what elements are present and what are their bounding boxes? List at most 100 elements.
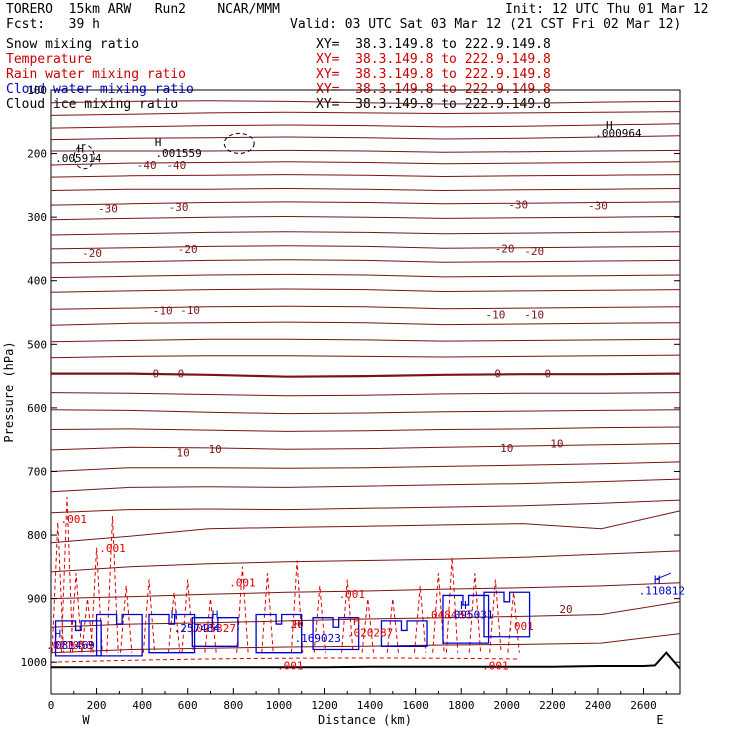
temperature-isotherm [50, 215, 681, 221]
cloud-water-contour [380, 620, 428, 647]
rain-contour [50, 657, 519, 663]
cloud-water-max-marker: H [460, 599, 467, 612]
rain-label: .001 [482, 659, 509, 672]
cloud-water-contour [95, 613, 143, 657]
x-tick-label: 1800 [448, 699, 475, 712]
temperature-label: -40 [137, 159, 157, 172]
y-axis-label: Pressure (hPa) [2, 341, 16, 442]
temperature-isotherm [50, 135, 681, 141]
snow-max-marker: H [155, 136, 162, 149]
cloud-water-contour [148, 613, 196, 654]
snow-label: .005914 [55, 152, 102, 165]
y-tick-label: 500 [27, 338, 47, 351]
temperature-isotherm [50, 273, 681, 279]
rain-label: .048400 [424, 609, 470, 622]
temperature-isotherm [50, 461, 681, 472]
legend-item-xy: XY= 38.3.149.8 to 222.9.149.8 [316, 67, 551, 82]
cloud-water-max-marker: H [55, 628, 62, 641]
x-tick-label: 800 [223, 699, 243, 712]
temperature-isotherm [50, 100, 681, 105]
temperature-label: 0 [153, 368, 160, 381]
y-tick-label: 700 [27, 465, 47, 478]
x-tick-label: 2200 [539, 699, 566, 712]
snow-contour [73, 144, 95, 170]
legend-item-xy: XY= 38.3.149.8 to 222.9.149.8 [316, 37, 551, 52]
temperature-isotherm [50, 601, 681, 628]
rain-max-marker: H [294, 618, 301, 631]
header-valid: Valid: 03 UTC Sat 03 Mar 12 (21 CST Fri … [290, 17, 682, 32]
snow-max-marker: H [606, 119, 613, 132]
cloud-water-contour [442, 594, 490, 644]
x-tick-label: 0 [48, 699, 55, 712]
temperature-label: -10 [180, 304, 200, 317]
temperature-isotherm [50, 392, 681, 397]
temperature-isotherm [50, 305, 681, 310]
temperature-isotherm [50, 633, 681, 654]
x-tick-label: 2400 [585, 699, 612, 712]
cloud-water-contour [191, 617, 239, 647]
cloud-water-contour [483, 591, 531, 638]
rain-label: .001 [277, 659, 304, 672]
temperature-label: -20 [82, 247, 102, 260]
x-tick-label: 2000 [494, 699, 521, 712]
cloud-water-max-marker: H [171, 609, 178, 622]
temperature-label: 0 [545, 368, 552, 381]
temperature-isotherm [50, 259, 681, 264]
temperature-isotherm [50, 123, 681, 129]
temperature-label: 10 [500, 442, 513, 455]
x-axis-label: Distance (km) [318, 713, 412, 727]
temperature-label: 10 [177, 446, 190, 459]
temperature-label: -30 [588, 200, 608, 213]
temperature-isotherm [51, 372, 681, 378]
cloud-water-label: .169023 [294, 632, 340, 645]
x-tick-label: 1000 [266, 699, 293, 712]
temperature-isotherm [50, 111, 681, 116]
temperature-label: -30 [169, 201, 189, 214]
temperature-isotherm [50, 478, 681, 493]
rain-contour [51, 496, 520, 653]
temperature-isotherm [50, 245, 681, 250]
x-tick-label: 1400 [357, 699, 384, 712]
rain-label: .001 [61, 513, 88, 526]
x-end-label-east: E [656, 713, 663, 727]
header-init: Init: 12 UTC Thu 01 Mar 12 [505, 2, 709, 17]
snow-label: .000964 [595, 127, 642, 140]
y-tick-label: 800 [27, 529, 47, 542]
temperature-label: 0 [178, 368, 185, 381]
cloud-water-label: .095031 [447, 609, 493, 622]
rain-label: .025327 [190, 622, 236, 635]
temperature-isotherm [50, 231, 681, 236]
temperature-isotherm [50, 426, 681, 432]
snow-max-marker: H [77, 142, 84, 155]
legend-item-name: Temperature [6, 52, 93, 67]
cloud-water-max-marker: H [654, 574, 661, 587]
rain-label: .001 [507, 620, 534, 633]
temperature-label: 0 [494, 368, 501, 381]
cloud-water-label: .110812 [639, 584, 685, 597]
temperature-label: -20 [178, 243, 198, 256]
temperature-label: -10 [153, 305, 173, 318]
temperature-isotherm [50, 550, 681, 573]
rain-label: .001 [339, 588, 366, 601]
y-tick-label: 900 [27, 593, 47, 606]
cloud-water-contour [255, 613, 303, 654]
temperature-isotherm [50, 582, 681, 600]
header-title: TORERO 15km ARW Run2 NCAR/MMM [6, 2, 280, 17]
temperature-isotherm [50, 201, 681, 206]
rain-label: .021056 [46, 639, 92, 652]
snow-contour [223, 132, 255, 154]
temperature-isotherm [50, 443, 681, 451]
legend-item-xy: XY= 38.3.149.8 to 222.9.149.8 [316, 52, 551, 67]
temperature-label: 20 [559, 603, 572, 616]
plot-frame [50, 89, 681, 695]
cloud-water-label: .081469 [48, 639, 94, 652]
x-tick-label: 200 [87, 699, 107, 712]
temperature-isotherm [50, 510, 681, 544]
temperature-isotherm [50, 409, 681, 415]
temperature-label: -20 [524, 245, 544, 258]
temperature-label: -10 [485, 308, 505, 321]
temperature-isotherm [51, 149, 681, 153]
y-tick-label: 100 [27, 84, 47, 97]
temperature-label: -30 [508, 198, 528, 211]
